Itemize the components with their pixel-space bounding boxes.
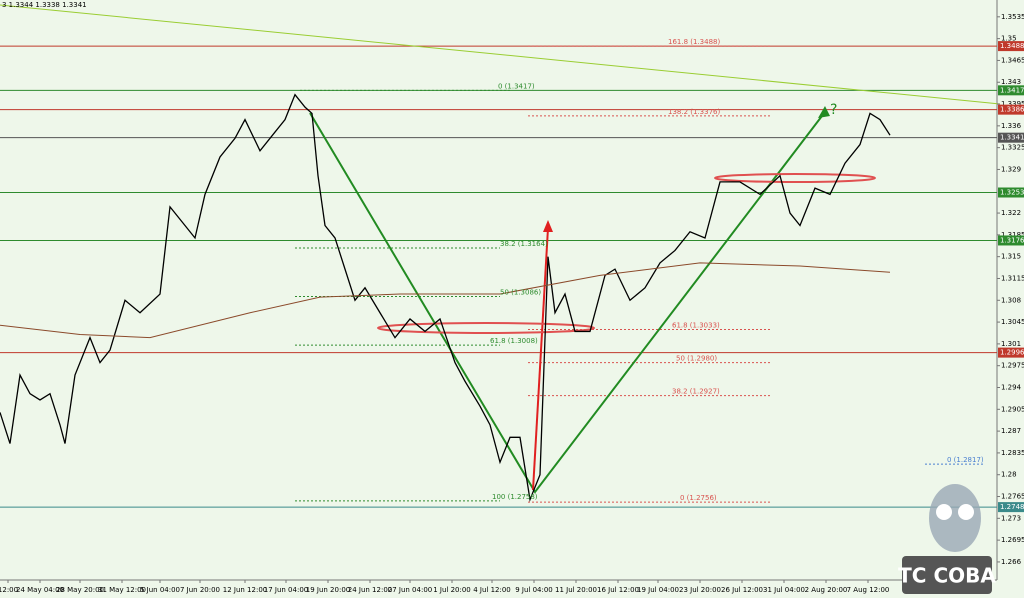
owl-eye [958,504,974,520]
logo-text: TC COBA [898,564,996,588]
fib-label: 0 (1.2756) [680,494,717,502]
price-line [0,262,891,339]
fib-label: 100 (1.2758) [492,493,538,501]
owl-eye [936,504,952,520]
x-tick-label: 11 Jul 20:00 [555,586,597,594]
y-tick-label: 1.28 [1001,471,1017,479]
y-tick-label: 1.3115 [1001,274,1024,282]
level-label: 1.3253 [1000,189,1024,197]
x-tick-label: 27 Jun 04:00 [388,586,432,594]
impulse-line [532,227,549,491]
zone [377,322,595,334]
y-tick-label: 1.2695 [1001,536,1024,544]
x-tick-label: 24 May 04:00 [16,586,64,594]
arrow-head [818,106,830,118]
x-tick-label: 16 Jul 12:00 [597,586,639,594]
level-tag [998,104,1024,115]
fib-label: 38.2 (1.2927) [672,388,720,396]
level-tag [998,41,1024,52]
fib-label: 38.2 (1.3164) [500,240,548,248]
y-tick-label: 1.336 [1001,122,1022,130]
y-tick-label: 1.343 [1001,78,1021,86]
x-tick-label: 7 Jun 20:00 [180,586,220,594]
logo-box [902,556,992,594]
y-tick-label: 1.308 [1001,296,1021,304]
y-tick-label: 1.3395 [1001,100,1024,108]
level-tag [998,187,1024,198]
fib-label: 61.8 (1.3008) [490,337,538,345]
chart-title: 3 1.3344 1.3338 1.3341 [2,1,87,9]
y-tick-label: 1.3185 [1001,231,1024,239]
x-tick-label: 12 Jun 12:00 [223,586,267,594]
y-tick-label: 1.329 [1001,165,1021,173]
zone [714,173,876,183]
y-tick-label: 1.294 [1001,383,1022,391]
trend-line [0,4,1001,105]
level-label: 1.3417 [1000,86,1024,94]
fib-label: 161.8 (1.3488) [668,38,720,46]
x-tick-label: 24 Jun 12:00 [348,586,392,594]
fib-label: 0 (1.2817) [947,456,984,464]
y-tick-label: 1.3045 [1001,318,1024,326]
level-label: 1.2748 [1000,503,1024,511]
level-label: 1.3386 [1000,106,1024,114]
y-tick-label: 1.266 [1001,558,1022,566]
y-tick-label: 1.2905 [1001,405,1024,413]
x-tick-label: 31 May 12:00 [98,586,146,594]
level-label: 1.3488 [1000,42,1024,50]
x-tick-label: 26 Jul 12:00 [721,586,763,594]
y-tick-label: 1.287 [1001,427,1021,435]
level-tag [998,502,1024,513]
x-tick-label: 5 Jun 04:00 [140,586,180,594]
y-tick-label: 1.2835 [1001,449,1024,457]
level-label: 1.2996 [1000,349,1024,357]
y-tick-label: 1.3535 [1001,13,1024,21]
level-tag [998,235,1024,246]
logo-owl [929,484,981,552]
x-tick-label: 9 Jul 04:00 [515,586,553,594]
level-tag [998,85,1024,96]
y-tick-label: 1.322 [1001,209,1021,217]
x-tick-label: 7 Aug 12:00 [847,586,890,594]
level-label: 1.3176 [1000,236,1024,244]
y-tick-label: 1.2765 [1001,493,1024,501]
fib-label: 61.8 (1.3033) [672,322,720,330]
x-tick-label: 31 Jul 04:00 [763,586,805,594]
y-tick-label: 1.301 [1001,340,1021,348]
annotation: ? [830,102,837,118]
y-tick-label: 1.315 [1001,253,1021,261]
x-tick-label: 23 Jul 20:00 [679,586,721,594]
x-tick-label: 12:00 [0,586,18,594]
x-tick-label: 19 Jul 04:00 [637,586,679,594]
level-tag [998,132,1024,143]
y-tick-label: 1.273 [1001,514,1021,522]
fib-label: 50 (1.3086) [500,289,541,297]
price-line [0,93,891,503]
x-tick-label: 17 Jun 04:00 [264,586,308,594]
level-tag [998,347,1024,358]
x-tick-label: 2 Aug 20:00 [805,586,848,594]
y-tick-label: 1.3325 [1001,144,1024,152]
level-label: 1.3341 [1000,134,1024,142]
fib-label: 50 (1.2980) [676,355,717,363]
arrow-head [543,220,553,232]
fib-label: 0 (1.3417) [498,82,535,90]
x-tick-label: 19 Jun 20:00 [306,586,350,594]
x-tick-label: 4 Jul 12:00 [473,586,511,594]
y-tick-label: 1.35 [1001,35,1017,43]
fib-label: 138.2 (1.3376) [668,108,720,116]
x-tick-label: 1 Jul 20:00 [433,586,471,594]
wave-line [309,111,826,494]
y-tick-label: 1.2975 [1001,362,1024,370]
y-tick-label: 1.3465 [1001,56,1024,64]
x-tick-label: 28 May 20:00 [56,586,104,594]
